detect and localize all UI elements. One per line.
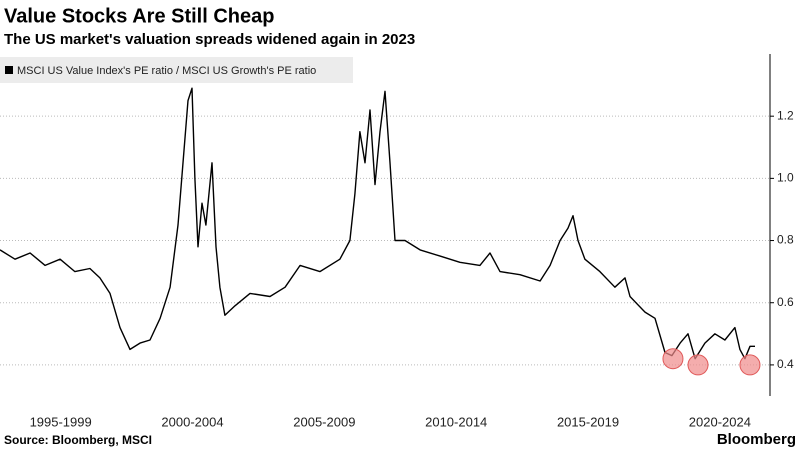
y-tick-label: 1.0 — [777, 171, 794, 185]
chart-title: Value Stocks Are Still Cheap — [4, 5, 274, 27]
x-tick-label: 2010-2014 — [425, 414, 487, 429]
x-tick-label: 1995-1999 — [30, 414, 92, 429]
legend-label: MSCI US Value Index's PE ratio / MSCI US… — [17, 65, 316, 77]
x-tick-label: 2005-2009 — [293, 414, 355, 429]
highlight-circle — [739, 354, 761, 376]
x-tick-label: 2020-2024 — [689, 414, 751, 429]
highlight-circle — [662, 348, 684, 370]
x-tick-label: 2015-2019 — [557, 414, 619, 429]
legend-box — [0, 57, 353, 83]
source: Source: Bloomberg, MSCI — [4, 433, 152, 447]
chart-subtitle: The US market's valuation spreads widene… — [4, 31, 415, 48]
highlight-circle — [687, 354, 709, 376]
data-line — [0, 87, 755, 360]
y-tick-label: 0.4 — [777, 357, 794, 371]
y-tick-label: 1.2 — [777, 108, 794, 122]
legend-swatch — [5, 66, 13, 74]
y-tick-label: 0.6 — [777, 295, 794, 309]
x-tick-label: 2000-2004 — [161, 414, 223, 429]
y-tick-label: 0.8 — [777, 233, 794, 247]
brand: Bloomberg — [717, 431, 796, 448]
